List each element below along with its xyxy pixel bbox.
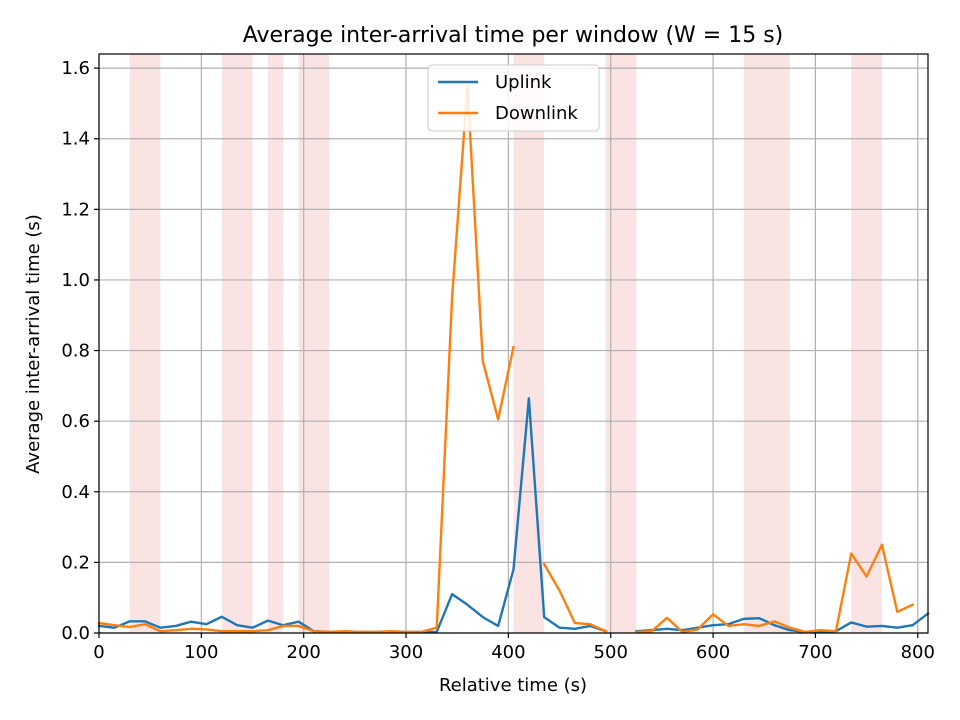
x-tick-label: 100: [184, 642, 218, 663]
y-tick-label: 0.2: [61, 552, 90, 573]
y-ticks: 0.0 0.2 0.4 0.6 0.8 1.0 1.2 1.4 1.6: [61, 58, 99, 644]
x-tick-label: 600: [696, 642, 730, 663]
x-tick-label: 500: [594, 642, 628, 663]
x-tick-label: 400: [491, 642, 525, 663]
x-axis-label: Relative time (s): [439, 675, 587, 696]
series-lines: [97, 84, 930, 634]
y-tick-label: 0.4: [61, 482, 90, 503]
legend: Uplink Downlink: [427, 64, 600, 132]
x-ticks: 0 100 200 300 400 500 600 700 800: [93, 633, 935, 663]
x-tick-label: 700: [798, 642, 832, 663]
y-tick-label: 0.8: [61, 341, 90, 362]
x-tick-label: 300: [389, 642, 423, 663]
x-tick-label: 0: [93, 642, 104, 663]
x-tick-label: 800: [901, 642, 935, 663]
y-tick-label: 0.6: [61, 411, 90, 432]
y-tick-label: 1.0: [61, 270, 90, 291]
shaded-span: [221, 54, 253, 633]
chart-title: Average inter-arrival time per window (W…: [243, 23, 784, 48]
y-tick-label: 0.0: [61, 623, 90, 644]
shaded-span: [267, 54, 284, 633]
y-tick-label: 1.4: [61, 129, 90, 150]
plot-frame: [98, 53, 929, 634]
shaded-span: [743, 54, 790, 633]
y-tick-label: 1.6: [61, 58, 90, 79]
series-line-uplink: [635, 611, 930, 634]
series-line-downlink: [635, 543, 915, 634]
y-axis-label: Average inter-arrival time (s): [23, 214, 44, 474]
shaded-span: [851, 54, 882, 633]
y-tick-label: 1.2: [61, 199, 90, 220]
legend-label-downlink: Downlink: [495, 103, 578, 124]
shaded-span: [129, 54, 161, 633]
series-line-downlink: [542, 562, 608, 633]
x-tick-label: 200: [287, 642, 321, 663]
series-line-downlink: [97, 84, 515, 634]
legend-label-uplink: Uplink: [495, 72, 552, 93]
